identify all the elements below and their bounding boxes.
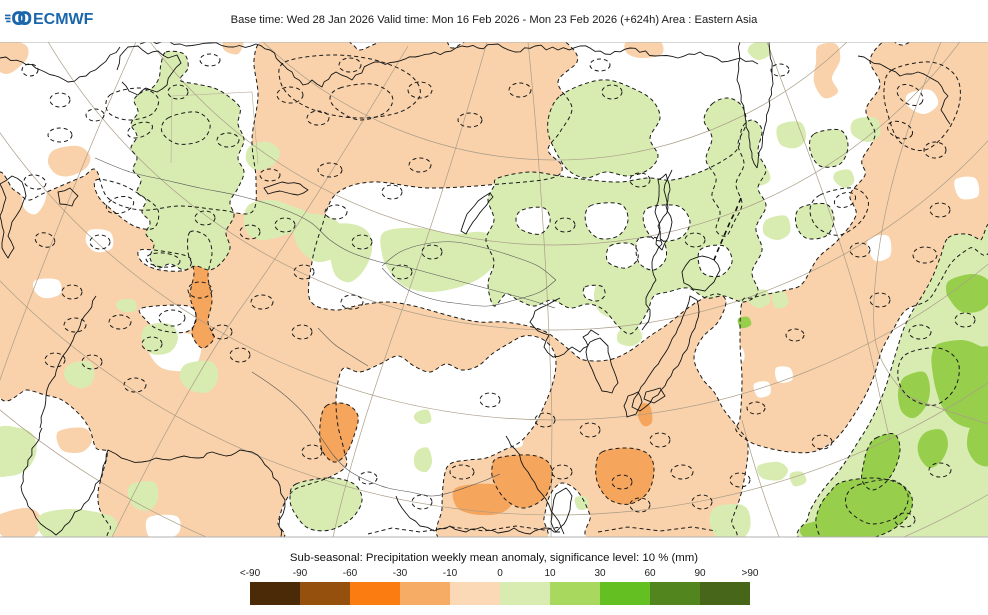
svg-text:-60: -60 [343, 568, 358, 579]
svg-text:0: 0 [497, 568, 503, 579]
svg-text:-30: -30 [393, 568, 408, 579]
svg-text:-90: -90 [293, 568, 308, 579]
svg-text:ECMWF: ECMWF [33, 11, 94, 28]
svg-text:10: 10 [544, 568, 556, 579]
svg-text:<-90: <-90 [240, 568, 261, 579]
svg-text:>90: >90 [742, 568, 759, 579]
svg-text:Sub-seasonal: Precipitation we: Sub-seasonal: Precipitation weekly mean … [290, 552, 698, 564]
svg-text:90: 90 [694, 568, 706, 579]
svg-text:-10: -10 [443, 568, 458, 579]
svg-text:60: 60 [644, 568, 656, 579]
svg-text:30: 30 [594, 568, 606, 579]
